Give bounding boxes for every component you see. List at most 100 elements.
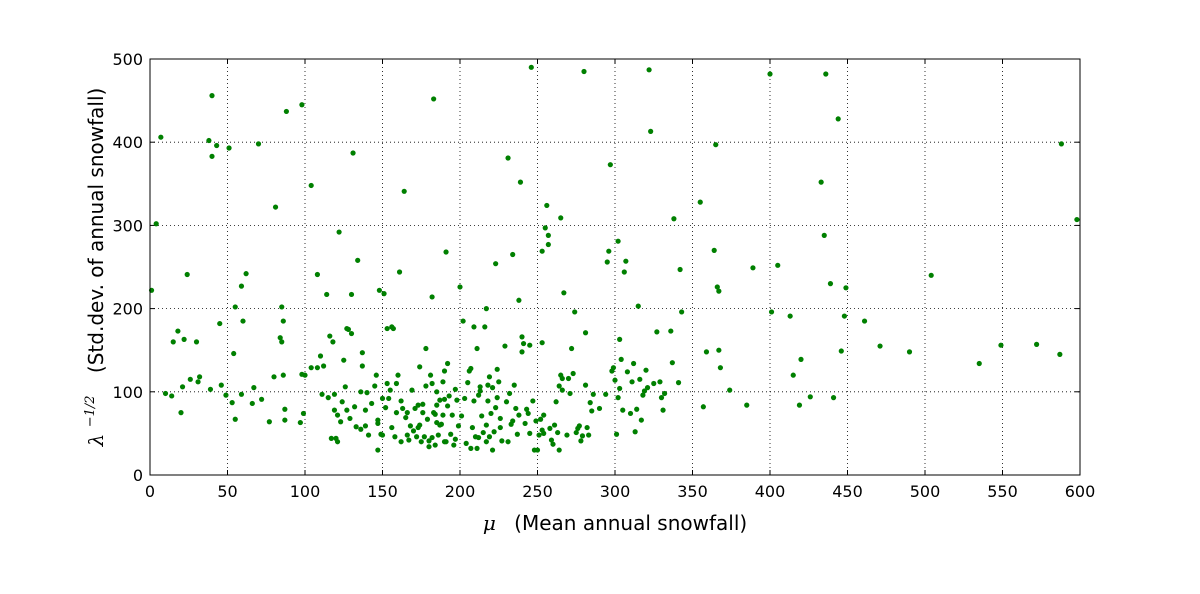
data-point [372, 383, 378, 389]
data-point [570, 370, 576, 377]
data-point [843, 285, 849, 291]
data-point [383, 405, 389, 411]
data-point [584, 424, 590, 431]
data-point [998, 342, 1004, 348]
data-point [493, 261, 499, 267]
data-point [827, 281, 834, 287]
data-point [624, 369, 631, 375]
data-point [502, 343, 508, 349]
data-point [229, 400, 235, 406]
data-point [342, 384, 348, 390]
data-point [476, 392, 482, 398]
data-point [421, 434, 427, 440]
data-point [158, 134, 164, 140]
data-point [424, 416, 431, 422]
data-point [713, 142, 719, 148]
data-point [632, 429, 638, 435]
data-point [386, 395, 392, 402]
y-axis-symbol: λ [84, 434, 108, 448]
data-point [612, 377, 618, 383]
y-tick-label: 400 [112, 133, 143, 152]
x-axis-text: (Mean annual snowfall) [514, 511, 747, 535]
data-point [578, 438, 584, 444]
tick-labels: 0 50 100 150 200 250 300 350 400 450 500 550 600 0 100… [112, 50, 1095, 501]
data-point [232, 304, 238, 310]
data-point [534, 447, 541, 453]
data-point [364, 390, 370, 396]
data-point [330, 339, 336, 345]
data-point [437, 397, 443, 403]
data-point [651, 380, 657, 387]
x-tick-label: 200 [445, 482, 476, 501]
x-tick-label: 150 [367, 482, 398, 501]
data-point [314, 271, 320, 278]
data-point [406, 437, 412, 443]
data-point [214, 142, 220, 149]
data-point [379, 432, 386, 438]
data-point [314, 365, 320, 371]
data-point [187, 376, 193, 382]
data-point [358, 426, 364, 432]
data-point [787, 313, 793, 319]
data-point [541, 412, 547, 418]
data-point [485, 382, 491, 388]
data-point [427, 372, 434, 378]
data-point [545, 241, 551, 248]
data-point [251, 385, 257, 391]
data-point [451, 442, 457, 448]
data-point [679, 309, 685, 315]
data-point [587, 400, 593, 406]
data-point [516, 412, 522, 418]
data-point [565, 375, 572, 382]
data-point [362, 423, 369, 429]
data-point [586, 432, 592, 438]
data-point [280, 372, 286, 378]
data-point [697, 199, 703, 205]
data-point [348, 330, 355, 337]
data-point [324, 291, 330, 298]
data-point [352, 404, 358, 410]
data-point [334, 412, 341, 418]
data-point [373, 372, 379, 378]
data-point [646, 67, 652, 73]
data-point [231, 350, 237, 357]
data-point [483, 439, 489, 445]
data-point [441, 368, 448, 374]
data-point [489, 385, 496, 391]
data-point [536, 432, 542, 438]
data-point [581, 68, 587, 75]
data-point [976, 360, 982, 367]
data-point [700, 404, 706, 410]
data-point [511, 382, 517, 388]
data-point [328, 435, 334, 441]
data-point [308, 365, 314, 371]
data-point [465, 380, 471, 386]
data-point [669, 360, 675, 366]
data-point [302, 372, 308, 378]
data-point [207, 386, 214, 392]
data-point [469, 424, 475, 431]
data-point [499, 438, 505, 444]
data-point [471, 398, 477, 404]
data-point [567, 390, 573, 397]
data-point [727, 387, 733, 393]
data-point [675, 380, 682, 386]
data-point [319, 391, 325, 397]
data-point [266, 419, 272, 425]
data-point [206, 137, 212, 144]
data-point [344, 407, 350, 413]
data-point [510, 251, 516, 258]
data-point [648, 128, 654, 134]
data-point [493, 405, 499, 411]
data-point [486, 434, 493, 440]
data-point [353, 424, 359, 430]
data-point [279, 304, 285, 310]
data-point [384, 380, 390, 387]
data-point [392, 434, 398, 440]
data-point [547, 425, 553, 432]
data-point [503, 399, 510, 405]
data-point [462, 395, 468, 402]
data-point [494, 366, 500, 372]
x-axis-symbol: μ [483, 511, 496, 535]
